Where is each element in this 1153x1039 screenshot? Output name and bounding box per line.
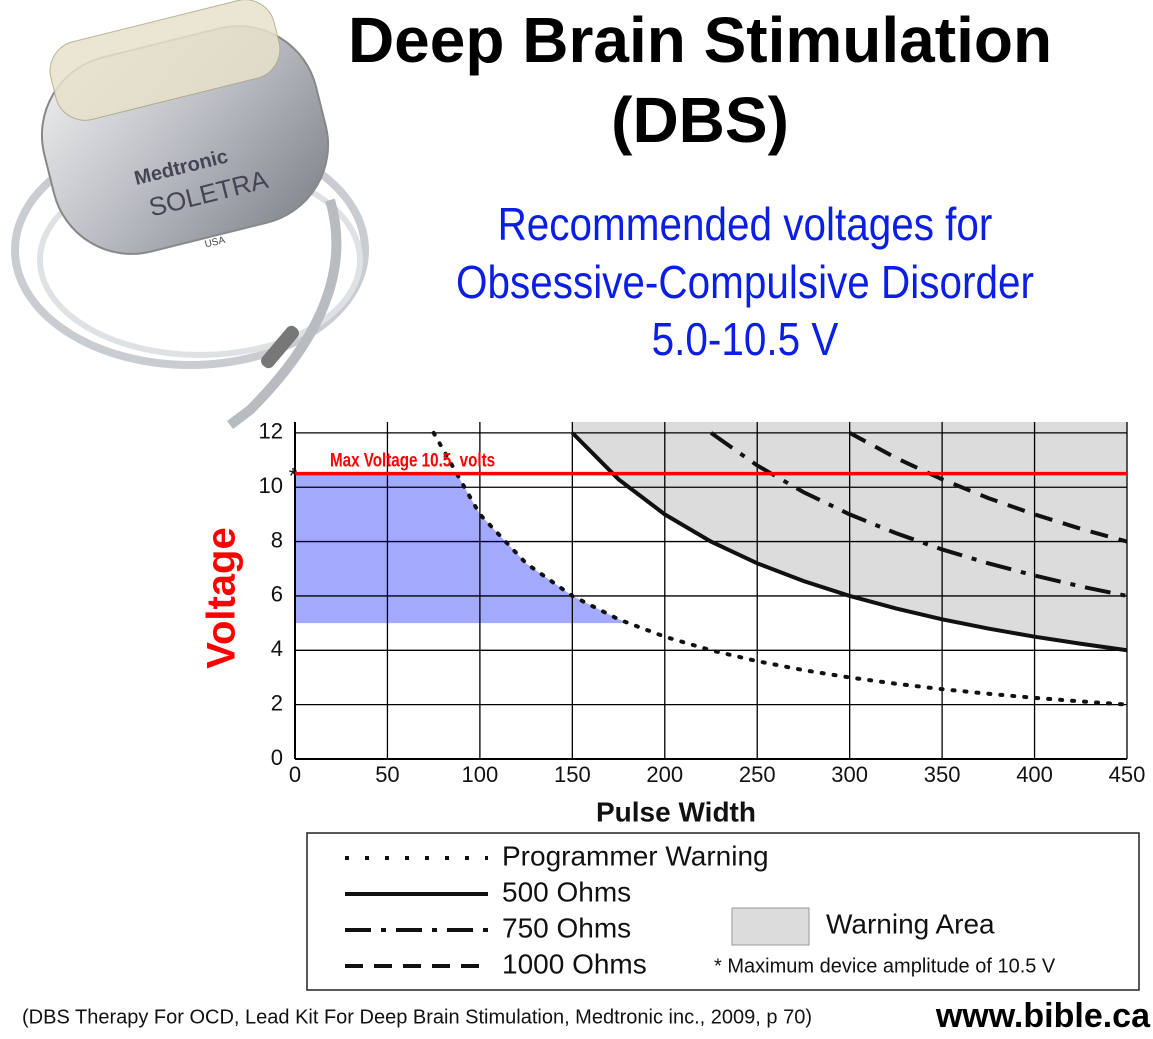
x-tick-label: 350 [924,762,961,787]
x-tick-label: 50 [375,762,399,787]
y-tick-label: 6 [271,582,283,607]
legend-label: 750 Ohms [502,912,631,943]
y-axis-label: Voltage [200,527,244,669]
x-tick-label: 400 [1016,762,1053,787]
chart-subtitle: Obsessive-Compulsive Disorder [456,258,1034,309]
x-tick-label: 150 [554,762,591,787]
legend-label: Warning Area [826,908,995,939]
chart-subtitle: 5.0-10.5 V [652,315,839,366]
x-tick-label: 250 [739,762,776,787]
y-tick-label: 2 [271,690,283,715]
y-tick-label: 0 [271,745,283,770]
legend-swatch [731,907,810,946]
chart-subtitle: Recommended voltages for [498,200,993,251]
y-tick-label: 12 [259,419,283,444]
y-tick-label: 8 [271,527,283,552]
chart-title: (DBS) [611,84,789,156]
device-origin: USA [204,235,227,251]
chart-title: Deep Brain Stimulation [348,4,1052,76]
lead [227,198,342,429]
legend-label: 500 Ohms [502,876,631,907]
max-voltage-marker: * [289,463,298,488]
x-axis-label: Pulse Width [596,796,756,827]
source: (DBS Therapy For OCD, Lead Kit For Deep … [22,1006,812,1028]
device-illustration: Medtronic SOLETRA USA [11,0,369,429]
series-line [709,431,1128,598]
legend: Programmer Warning 500 Ohms 750 Ohms 1000 O… [345,840,1056,979]
plot: 0 50 100 150 200 250 300 350 400 450 0 2 4 6 8 10 12 Puls… [200,419,1146,828]
footnote: * Maximum device amplitude of 10.5 V [714,955,1056,977]
max-voltage-label: Max Voltage 10.5 volts [330,449,495,471]
x-tick-label: 0 [289,762,301,787]
series-line [431,430,1129,707]
electrode [261,325,299,369]
y-tick-label: 10 [259,473,283,498]
y-tick-label: 4 [271,636,283,661]
legend-label: Programmer Warning [502,840,769,871]
x-tick-label: 200 [646,762,683,787]
x-tick-label: 450 [1109,762,1146,787]
website: www.bible.ca [935,997,1151,1035]
series-line [848,431,1128,544]
x-tick-label: 100 [462,762,499,787]
titles: Deep Brain Stimulation (DBS) Recommended v… [348,4,1052,366]
stimulator-header [49,0,281,121]
series-line [570,431,1128,653]
legend-label: 1000 Ohms [502,948,647,979]
x-tick-label: 300 [831,762,868,787]
